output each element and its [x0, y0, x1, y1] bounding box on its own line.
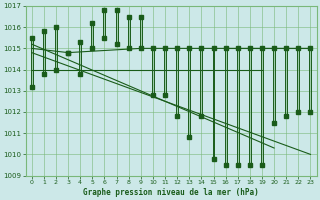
X-axis label: Graphe pression niveau de la mer (hPa): Graphe pression niveau de la mer (hPa): [83, 188, 259, 197]
